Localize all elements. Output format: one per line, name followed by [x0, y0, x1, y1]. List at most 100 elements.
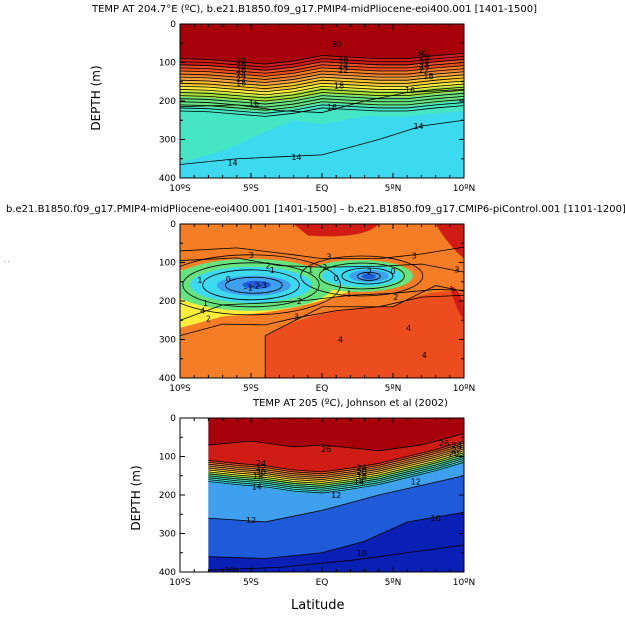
bottom-contour-label: 10 — [225, 566, 235, 575]
top-contour-label: 26 — [419, 57, 429, 66]
bottom-contour — [208, 511, 464, 559]
top-contour-label: 22 — [419, 65, 429, 74]
bottom-band — [208, 418, 464, 451]
bottom-contour-label: 24 — [452, 441, 462, 450]
bottom-y-tick-label: 200 — [159, 491, 176, 501]
bottom-contour-label: 24 — [357, 463, 367, 472]
middle-contour-label: 1 — [346, 289, 351, 298]
middle-contour-label: 0 — [334, 274, 339, 283]
middle-contour-label: 4 — [406, 324, 411, 333]
top-y-tick-label: 300 — [159, 136, 176, 146]
middle-contour-label: 2 — [297, 297, 302, 306]
top-field: 3028262422181630282422181630282624221816… — [180, 24, 464, 178]
top-contour-label: 22 — [236, 74, 246, 83]
top-contour — [180, 55, 464, 68]
top-contour — [180, 89, 464, 113]
top-panel-title: TEMP AT 204.7°E (ºC), b.e21.B1850.f09_g1… — [92, 4, 537, 15]
top-y-tick-label: 200 — [159, 97, 176, 107]
middle-contour — [318, 262, 405, 290]
top-contour-label: 22 — [338, 66, 348, 75]
middle-warm-patch — [293, 224, 379, 237]
top-contour-label: 24 — [419, 62, 429, 71]
middle-contour-label: 3 — [412, 252, 417, 261]
middle-contour-label: 0 — [226, 275, 231, 284]
middle-y-tick-label: 100 — [159, 259, 176, 269]
top-contour-label: 14 — [227, 159, 237, 168]
bottom-contour — [208, 440, 464, 473]
bottom-y-tick-label: 300 — [159, 530, 176, 540]
middle-contour-label: 2 — [206, 314, 211, 323]
middle-contour-label: 4 — [338, 336, 343, 345]
bottom-band — [208, 463, 464, 522]
middle-contour-label: 0 — [390, 267, 395, 276]
top-contour-label: 18 — [236, 79, 246, 88]
top-band — [180, 101, 464, 122]
middle-warm-patch — [435, 224, 464, 259]
bottom-contour — [208, 454, 464, 486]
middle-contour — [225, 276, 283, 294]
bottom-x-tick-label: 10ºN — [453, 578, 475, 588]
middle-x-tick-label: 5ºS — [243, 384, 259, 394]
middle-x-tick-label: 10ºN — [453, 384, 475, 394]
bottom-panel-title: TEMP AT 205 (ºC), Johnson et al (2002) — [253, 398, 448, 409]
bottom-x-tick-label: 10ºS — [169, 578, 191, 588]
middle-contour — [357, 271, 381, 281]
bottom-contour — [208, 448, 464, 481]
middle-contour — [341, 267, 394, 285]
top-contour — [180, 86, 464, 99]
bottom-contour-label: 20 — [256, 468, 266, 477]
middle-contour-label: 2 — [265, 262, 270, 271]
top-contour — [180, 95, 464, 108]
top-contour-label: 24 — [338, 62, 348, 71]
bottom-contour — [208, 459, 464, 492]
bottom-contour-label: 14 — [252, 483, 262, 492]
bottom-y-tick-label: 0 — [170, 414, 176, 424]
middle-x-tick-label: EQ — [316, 384, 329, 394]
middle-contour-label: 2 — [322, 263, 327, 272]
top-contour — [180, 52, 464, 65]
top-contour-label: 30 — [331, 40, 341, 49]
top-y-tick-label: 100 — [159, 59, 176, 69]
bottom-contour-label: 26 — [321, 445, 331, 454]
top-contour-label: 30 — [416, 49, 426, 58]
bottom-contour — [208, 446, 464, 479]
middle-y-tick-label: 0 — [170, 220, 176, 230]
top-x-tick-label: EQ — [316, 184, 329, 194]
top-contour-label: 30 — [236, 57, 246, 66]
middle-warm-patch — [449, 285, 464, 321]
bottom-band — [208, 475, 464, 559]
top-contour — [180, 77, 464, 90]
middle-contour-label: 3 — [248, 251, 253, 260]
middle-contour — [182, 262, 320, 308]
top-contour — [180, 89, 464, 102]
middle-y-tick-label: 300 — [159, 336, 176, 346]
top-x-tick-label: 10ºN — [453, 184, 475, 194]
bottom-contour-label: 18 — [253, 472, 263, 481]
middle-contour-label: 1 — [270, 266, 275, 275]
top-contour-label: 14 — [413, 122, 423, 131]
middle-contour — [180, 289, 464, 321]
bottom-band — [208, 460, 464, 495]
top-x-tick-label: 5ºN — [385, 184, 402, 194]
x-axis-label: Latitude — [291, 598, 345, 613]
top-contour-label: 26 — [236, 66, 246, 75]
middle-contour-label: –1 — [244, 284, 253, 293]
top-x-tick-label: 5ºS — [243, 184, 259, 194]
top-contour — [180, 92, 464, 105]
top-contour-label: 18 — [334, 82, 344, 91]
bottom-contour-label: 10 — [431, 514, 441, 523]
middle-contour-label: 2 — [393, 293, 398, 302]
top-y-tick-label: 400 — [159, 174, 176, 184]
bottom-contour-label: 26 — [439, 439, 449, 448]
top-panel-ylabel: DEPTH (m) — [89, 65, 103, 131]
bottom-contour-label: 22 — [256, 463, 266, 472]
middle-contour-label: 1 — [308, 265, 313, 274]
middle-deep-blue-core — [361, 273, 376, 280]
middle-contour — [180, 246, 464, 260]
middle-contour-label: 4 — [200, 307, 205, 316]
bottom-y-tick-label: 100 — [159, 453, 176, 463]
top-band — [180, 102, 464, 163]
top-contour — [180, 62, 464, 74]
